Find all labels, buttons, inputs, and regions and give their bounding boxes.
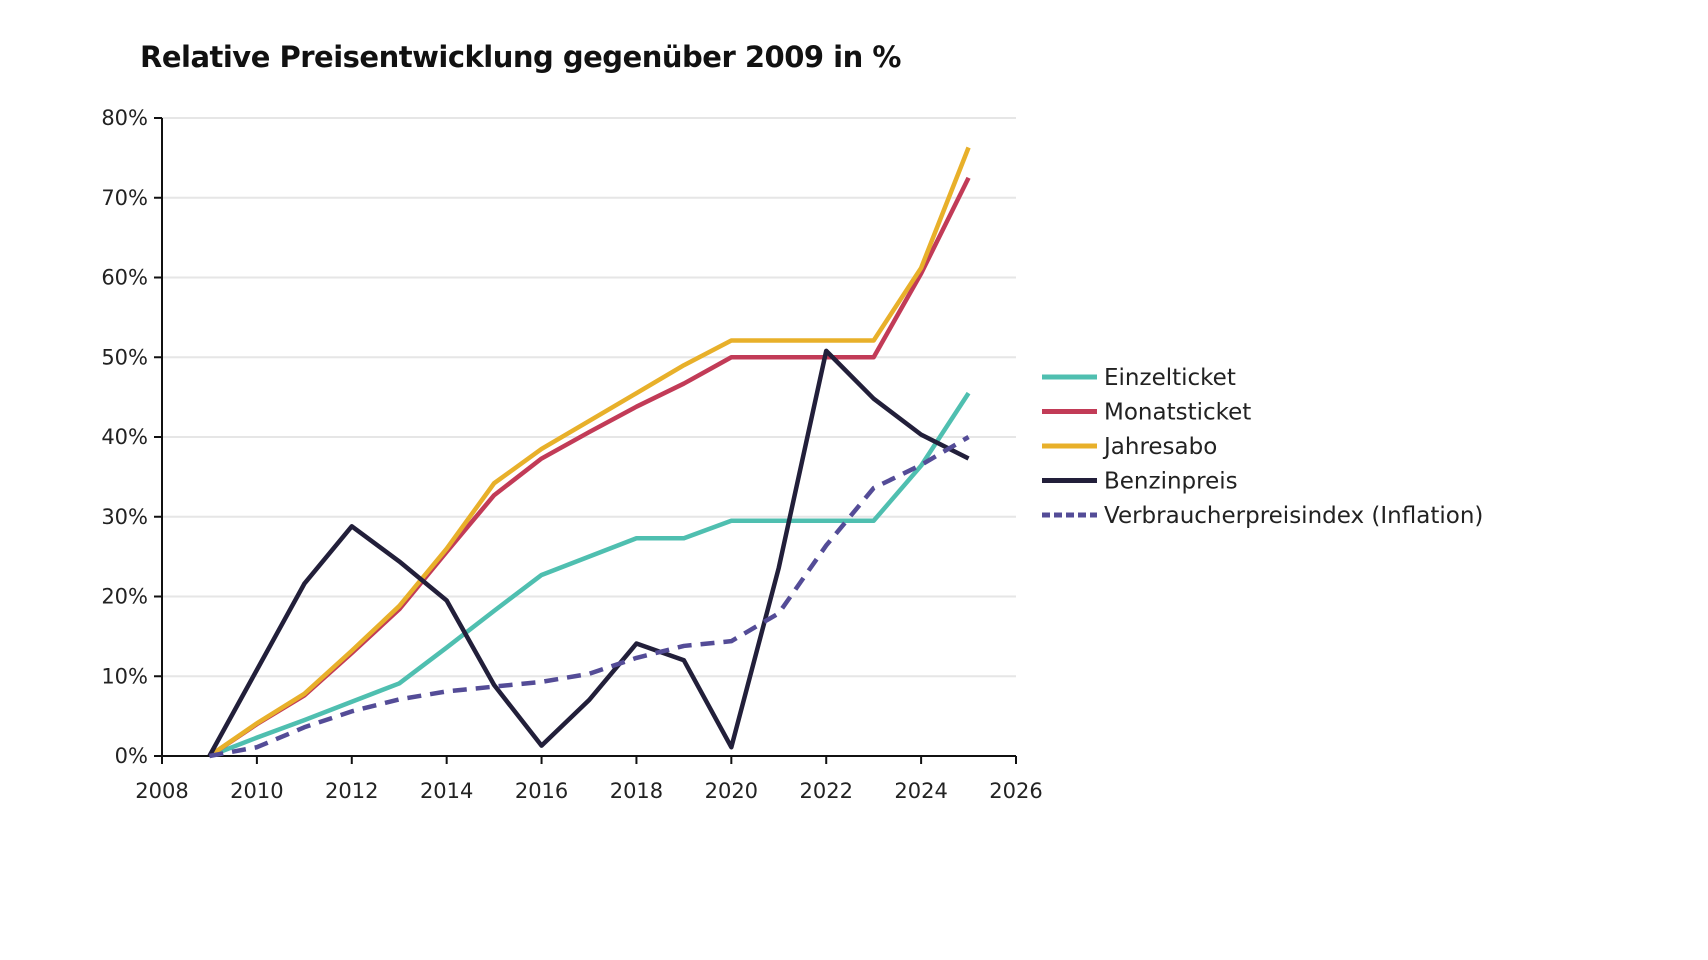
legend-label: Monatsticket: [1104, 400, 1251, 426]
legend-label: Einzelticket: [1104, 365, 1236, 391]
x-tick-label: 2010: [230, 779, 283, 803]
series-line-jahresabo: [208, 146, 971, 758]
x-tick-label: 2024: [894, 779, 947, 803]
x-tick-label: 2020: [705, 779, 758, 803]
x-tick-label: 2012: [325, 779, 378, 803]
y-tick-label: 10%: [101, 664, 148, 688]
x-tick-label: 2014: [420, 779, 473, 803]
series-line-monatsticket: [208, 176, 971, 758]
series-line-benzinpreis: [207, 348, 970, 758]
y-tick-label: 40%: [101, 425, 148, 449]
legend-label: Benzinpreis: [1104, 469, 1238, 495]
y-tick-label: 80%: [101, 106, 148, 130]
chart-title: Relative Preisentwicklung gegenüber 2009…: [140, 40, 901, 74]
y-tick-label: 30%: [101, 505, 148, 529]
y-tick-label: 60%: [101, 266, 148, 290]
x-tick-label: 2016: [515, 779, 568, 803]
y-tick-label: 0%: [115, 744, 148, 768]
x-tick-label: 2018: [610, 779, 663, 803]
legend-label: Jahresabo: [1102, 434, 1217, 460]
y-tick-label: 50%: [101, 345, 148, 369]
x-tick-label: 2022: [799, 779, 852, 803]
y-tick-label: 70%: [101, 186, 148, 210]
series-line-verbraucherpreisindex: [209, 435, 970, 759]
x-tick-label: 2026: [989, 779, 1042, 803]
x-tick-label: 2008: [135, 779, 188, 803]
y-tick-label: 20%: [101, 585, 148, 609]
legend-label: Verbraucherpreisindex (Inflation): [1104, 503, 1483, 529]
